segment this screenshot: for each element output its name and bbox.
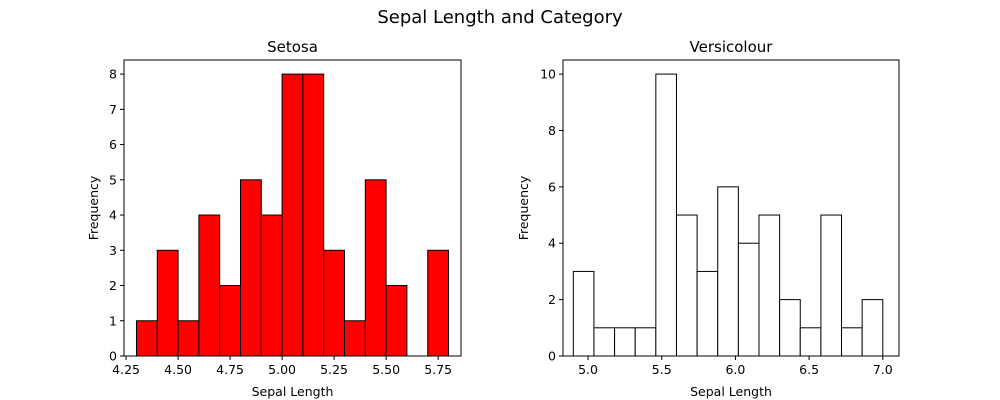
- setosa-ytick-label: 5: [109, 172, 117, 187]
- versicolour-xtick-label: 6.0: [725, 362, 745, 377]
- versicolour-ytick-label: 10: [540, 67, 556, 82]
- setosa-xtick-label: 5.50: [372, 362, 400, 377]
- setosa-ytick-label: 8: [109, 67, 117, 82]
- setosa-ytick-label: 0: [109, 349, 117, 364]
- versicolour-xtick-label: 7.0: [873, 362, 893, 377]
- versicolour-xtick-label: 6.5: [799, 362, 819, 377]
- setosa-bar: [198, 214, 221, 357]
- versicolour-ylabel: Frequency: [516, 175, 531, 240]
- setosa-bar: [260, 214, 283, 357]
- setosa-bar: [302, 73, 325, 357]
- setosa-bar: [281, 73, 304, 357]
- setosa-ytick-label: 1: [109, 313, 117, 328]
- versicolour-axes-frame: [562, 59, 900, 357]
- setosa-ytick-label: 7: [109, 102, 117, 117]
- setosa-ytick-label: 4: [109, 208, 117, 223]
- versicolour-ytick-label: 6: [548, 179, 556, 194]
- versicolour-title: Versicolour: [690, 38, 774, 56]
- versicolour-bar: [696, 270, 719, 357]
- versicolour-bar: [841, 327, 863, 357]
- setosa-bar: [239, 179, 262, 357]
- versicolour-ytick-label: 8: [548, 123, 556, 138]
- setosa-bar: [219, 285, 241, 357]
- versicolour-panel: Versicolour 5.0 5.5 6.0 6.5 7.0 0 2 4 6 8 10 Sepal…: [516, 38, 900, 399]
- versicolour-ytick-label: 0: [548, 349, 556, 364]
- setosa-bar: [156, 249, 179, 357]
- setosa-bar: [323, 249, 346, 357]
- versicolour-xlabel: Sepal Length: [690, 384, 772, 399]
- versicolour-ytick-label: 4: [548, 236, 556, 251]
- versicolour-bar: [717, 186, 739, 357]
- setosa-bar: [385, 285, 408, 357]
- figure-title: Sepal Length and Category: [377, 7, 623, 28]
- versicolour-bar: [655, 73, 677, 357]
- setosa-axes-frame: [123, 59, 462, 357]
- versicolour-bar: [737, 242, 760, 357]
- setosa-bar: [177, 320, 200, 357]
- versicolour-bar: [758, 214, 781, 357]
- setosa-xtick-label: 4.25: [112, 362, 140, 377]
- setosa-bar: [135, 320, 158, 357]
- setosa-panel: Setosa 4.25 4.50 4.75 5.00 5.25 5.50 5.7501234…: [86, 38, 462, 399]
- setosa-xtick-label: 5.25: [320, 362, 348, 377]
- setosa-ytick-label: 6: [109, 137, 117, 152]
- setosa-title: Setosa: [267, 38, 318, 56]
- setosa-bar: [344, 320, 366, 357]
- versicolour-bar: [820, 214, 843, 357]
- setosa-ytick-label: 3: [109, 243, 117, 258]
- versicolour-bar: [779, 299, 801, 357]
- setosa-xtick-label: 5.00: [268, 362, 296, 377]
- versicolour-plot-area: 5.0 5.5 6.0 6.5 7.0 0 2 4 6 8 10: [540, 59, 900, 377]
- versicolour-xtick-label: 5.0: [578, 362, 598, 377]
- setosa-bar: [364, 179, 387, 357]
- setosa-xlabel: Sepal Length: [252, 384, 334, 399]
- versicolour-xtick-label: 5.5: [652, 362, 672, 377]
- setosa-xtick-label: 4.75: [216, 362, 244, 377]
- setosa-ylabel: Frequency: [86, 175, 101, 240]
- versicolour-bar: [675, 214, 698, 357]
- setosa-xtick-label: 4.50: [164, 362, 192, 377]
- versicolour-bar: [799, 327, 822, 357]
- setosa-ytick-label: 2: [109, 278, 117, 293]
- versicolour-bar: [614, 327, 636, 357]
- versicolour-ytick-label: 2: [548, 292, 556, 307]
- versicolour-bar: [861, 299, 884, 357]
- versicolour-bar: [634, 327, 657, 357]
- versicolour-bar: [593, 327, 616, 357]
- setosa-xtick-label: 5.75: [424, 362, 452, 377]
- setosa-bar: [427, 249, 450, 357]
- versicolour-bar: [572, 270, 595, 357]
- setosa-plot-area: 4.25 4.50 4.75 5.00 5.25 5.50 5.75 0 1 2 3 4 5 6 7 8: [109, 59, 462, 377]
